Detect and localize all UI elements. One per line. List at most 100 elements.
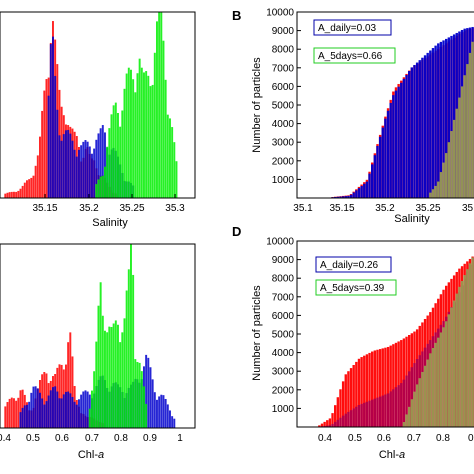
panel-d-bar-red xyxy=(381,348,384,427)
panel-c-bar-blue xyxy=(45,401,48,428)
panel-c-bar-red xyxy=(13,398,15,428)
panel-c-bar-green xyxy=(117,324,119,428)
panel-d-bar-crimson xyxy=(331,423,334,427)
panel-d-xtick-label: 0.4 xyxy=(318,433,332,444)
panel-d-bar-crimson xyxy=(402,379,406,427)
panel-c-bar-blue xyxy=(19,412,22,428)
panel-d-label: D xyxy=(232,224,241,239)
panel-d-bar-olive xyxy=(434,342,437,427)
panel-a-bar-green xyxy=(108,128,111,198)
panel-c-bar-green xyxy=(119,342,122,428)
panel-b-bar-blue xyxy=(429,50,432,198)
panel-a-bar-green xyxy=(130,69,132,198)
panel-d-bar-crimson xyxy=(368,400,371,427)
panel-a-bar-red xyxy=(21,185,24,198)
panel-c-bar-green xyxy=(138,362,141,428)
panel-d-ytick-label: 4000 xyxy=(272,348,295,359)
panel-a-bar-green xyxy=(173,142,176,198)
panel-d-annotation-5days: A_5days=0.39 xyxy=(315,279,397,296)
panel-c-bar-blue xyxy=(43,404,46,428)
panel-d-bar-olive xyxy=(415,384,419,427)
panel-d-bar-crimson xyxy=(339,417,342,427)
panel-d-bar-olive xyxy=(468,263,472,427)
panel-d-bar-olive xyxy=(439,332,443,427)
panel-a-bar-green xyxy=(97,179,100,198)
panel-d-bar-crimson xyxy=(378,396,382,427)
panel-d-bar-crimson xyxy=(349,410,353,427)
panel-b-label: B xyxy=(232,8,241,23)
panel-a-bar-red xyxy=(30,177,33,198)
panel-b-xticks: 35.1 35.15 35.2 35.25 35 xyxy=(293,203,473,214)
panel-b-bar-blue xyxy=(400,82,403,198)
panel-b-bar-olive xyxy=(431,189,435,198)
panel-b-ylabel: Number of particles xyxy=(251,57,263,153)
panel-d-bar-olive xyxy=(426,359,429,427)
panel-a-bar-blue xyxy=(65,130,67,198)
panel-c-bar-blue xyxy=(151,379,154,428)
panel-d-xtick-label: 0.5 xyxy=(348,433,362,444)
panel-d-bar-olive xyxy=(466,269,469,427)
panel-d-xtick-label: 0.6 xyxy=(377,433,391,444)
panel-b-bar-olive xyxy=(450,131,453,198)
panel-b: B 10002000300040005000600070008000900010… xyxy=(232,8,474,225)
panel-d-bar-red xyxy=(363,355,366,427)
panel-d-bar-red xyxy=(347,371,350,427)
panel-c-bar-green xyxy=(99,282,102,428)
panel-b-bar-olive xyxy=(445,153,448,198)
panel-b-bar-blue xyxy=(447,37,451,198)
panel-c-bar-blue xyxy=(54,386,57,428)
panel-d-bar-crimson xyxy=(355,406,358,427)
panel-c-bar-green xyxy=(93,371,96,428)
panel-d-bar-olive xyxy=(463,275,466,427)
panel-c-bar-blue xyxy=(23,405,26,428)
panel-c-bar-red xyxy=(43,372,46,428)
panel-b-bar-olive xyxy=(447,142,451,198)
panel-b-bar-olive xyxy=(437,181,440,198)
panel-a-bar-green xyxy=(175,161,178,198)
panel-c-bar-blue xyxy=(153,392,156,428)
panel-c-xlabel: Chl-a xyxy=(78,449,104,461)
panel-d-bar-red xyxy=(328,418,332,427)
panel-a-bar-red xyxy=(41,110,44,198)
panel-d-annotation-5days-text: A_5days=0.39 xyxy=(320,283,385,294)
panel-d-ytick-label: 2000 xyxy=(272,385,295,396)
panel-a-bar-green xyxy=(114,102,117,198)
panel-d-bar-red xyxy=(394,342,398,427)
panel-b-bar-blue xyxy=(339,196,342,198)
panel-c-bars xyxy=(4,244,176,428)
panel-c-bar-blue xyxy=(162,395,165,428)
panel-a-bar-blue xyxy=(86,141,89,198)
panel-b-bar-blue xyxy=(426,52,429,198)
panel-a-bar-blue xyxy=(60,140,63,198)
panel-b-bar-olive xyxy=(468,52,472,198)
panel-d-bar-crimson xyxy=(360,403,363,427)
panel-d: D 10002000300040005000600070008000900010… xyxy=(232,224,474,461)
panel-c-bar-green xyxy=(136,361,139,428)
panel-d-ylabel: Number of particles xyxy=(251,285,263,381)
panel-a-bar-blue xyxy=(80,145,83,198)
panel-a-bar-blue xyxy=(95,139,98,198)
panel-c-bar-blue xyxy=(21,407,24,428)
panel-b-bar-blue xyxy=(373,155,377,198)
panel-c-bar-blue xyxy=(34,386,37,428)
panel-a-bar-red xyxy=(43,90,46,198)
panel-a-bar-green xyxy=(140,67,143,198)
panel-d-bar-red xyxy=(349,368,353,427)
panel-c-bar-red xyxy=(19,390,22,428)
panel-a-bar-green xyxy=(151,84,154,198)
panel-b-bar-blue xyxy=(344,196,347,198)
panel-c-bar-blue xyxy=(173,418,176,428)
panel-a-bar-green xyxy=(127,67,130,198)
panel-a-bar-green xyxy=(136,73,139,198)
panel-c-bar-red xyxy=(69,332,72,428)
panel-a-bar-blue xyxy=(56,109,59,198)
panel-b-ytick-label: 7000 xyxy=(272,63,295,74)
panel-d-bar-red xyxy=(384,347,387,427)
panel-b-bar-blue xyxy=(352,192,355,198)
panel-a-bar-green xyxy=(145,71,148,198)
panel-d-ytick-label: 3000 xyxy=(272,367,295,378)
panel-d-bar-olive xyxy=(471,257,474,427)
panel-b-annotation-daily: A_daily=0.03 xyxy=(313,19,392,36)
panel-c-xticks: 0.4 0.5 0.6 0.7 0.8 0.9 1 xyxy=(0,433,183,444)
